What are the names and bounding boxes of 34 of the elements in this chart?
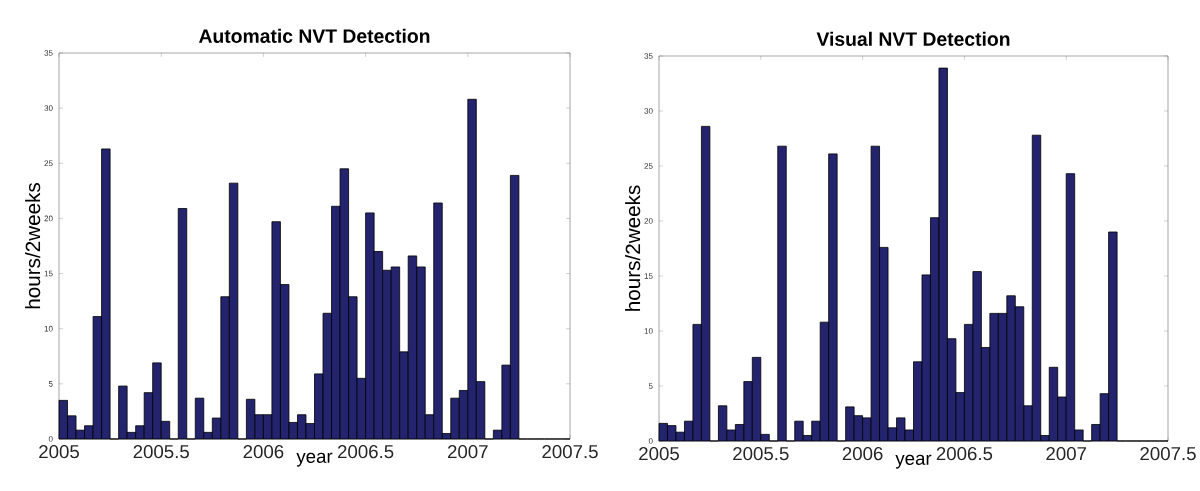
y-tick-label: 5 [48,381,53,387]
y-axis-title: hours/2weeks [25,183,41,309]
y-tick-label: 10 [644,328,653,334]
y-tick-label: 15 [644,273,653,279]
y-tick-label: 15 [44,270,53,277]
x-tick-label: 2005.5 [733,447,789,461]
x-tick-label: 2007.5 [542,445,598,459]
x-tick-label: 2006 [243,445,284,459]
chart-title: Automatic NVT Detection [198,28,430,43]
y-tick-label: 0 [648,438,653,444]
x-tick-label: 2005.5 [133,445,189,459]
y-tick-label: 30 [44,105,53,111]
y-tick-label: 20 [644,218,653,224]
y-tick-label: 25 [644,163,653,169]
x-tick-label: 2005 [639,447,679,461]
y-tick-label: 0 [48,436,53,442]
y-tick-label: 30 [644,108,653,114]
x-tick-label: 2007.5 [1140,447,1196,461]
y-tick-label: 20 [44,215,53,222]
y-tick-label: 35 [644,53,653,59]
x-tick-label: 2006 [842,447,883,461]
x-tick-label: 2007 [1046,447,1087,461]
x-axis-title: year [296,452,333,467]
x-axis-title: year [895,454,932,469]
y-axis-title: hours/2weeks [625,185,641,311]
y-tick-label: 5 [648,383,653,389]
x-tick-label: 2006.5 [338,445,394,459]
y-tick-label: 35 [44,50,53,56]
x-tick-label: 2007 [447,445,488,459]
x-tick-label: 2005 [39,445,79,459]
x-tick-label: 2006.5 [936,447,993,461]
y-tick-label: 10 [44,325,53,332]
y-tick-label: 25 [44,160,53,167]
chart-title: Visual NVT Detection [816,31,1010,46]
